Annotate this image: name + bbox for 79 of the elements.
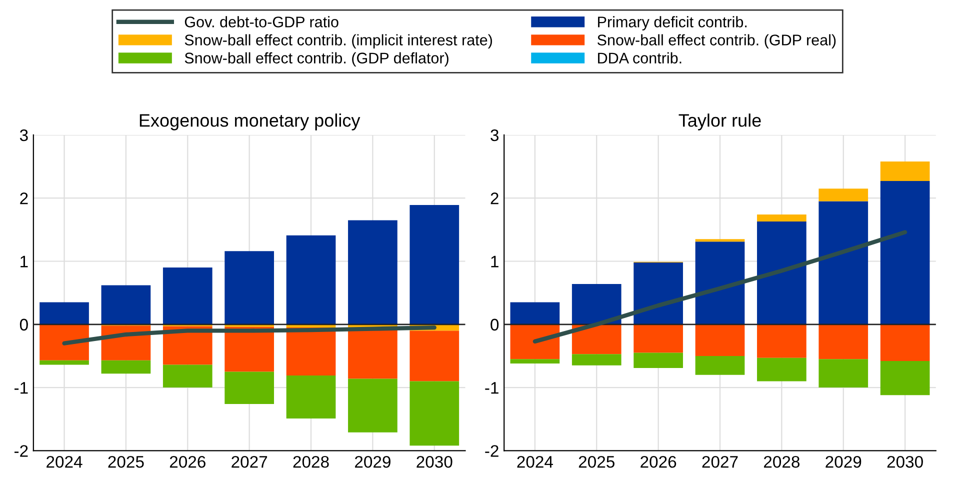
- legend-label: DDA contrib.: [598, 52, 682, 64]
- bar: [348, 220, 398, 324]
- bar: [818, 201, 868, 324]
- y-tick-label: 0: [20, 318, 28, 331]
- bar: [410, 205, 460, 324]
- y-tick-label: 3: [490, 129, 498, 142]
- bar: [286, 328, 336, 376]
- bar: [40, 325, 89, 360]
- bar: [818, 324, 868, 360]
- bar: [101, 285, 151, 324]
- bar: [880, 181, 930, 324]
- x-tick-label: 2026: [170, 456, 206, 468]
- x-tick-label: 2025: [108, 456, 144, 468]
- y-tick-label: 1: [491, 256, 498, 268]
- bar: [510, 302, 560, 324]
- legend-label: Snow-ball effect contrib. (GDP real): [598, 34, 836, 48]
- bar: [757, 221, 806, 324]
- bar: [757, 324, 806, 358]
- bar: [695, 356, 745, 375]
- bar: [101, 360, 151, 374]
- line-series: [62, 325, 436, 346]
- bar: [634, 352, 683, 368]
- x-tick-label: 2024: [517, 456, 553, 468]
- y-tick-label: -1: [485, 382, 498, 394]
- bar: [572, 324, 622, 354]
- x-tick-label: 2029: [355, 456, 390, 468]
- bar: [695, 324, 745, 356]
- x-tick-label: 2024: [46, 456, 82, 468]
- bar: [224, 372, 274, 404]
- line-series: [532, 230, 908, 344]
- bar: [348, 328, 398, 379]
- bar: [880, 161, 930, 182]
- bar: [410, 330, 460, 382]
- x-tick-label: 2027: [232, 456, 268, 468]
- bar: [572, 284, 622, 324]
- chart-title: Taylor rule: [678, 114, 761, 130]
- bar: [572, 354, 622, 366]
- bar: [880, 361, 930, 396]
- bar: [818, 359, 868, 388]
- y-tick-label: 2: [20, 192, 28, 204]
- legend-label: Snow-ball effect contrib. (GDP deflator): [184, 52, 448, 67]
- y-tick-label: 3: [20, 129, 28, 142]
- bar: [40, 302, 89, 324]
- bar: [695, 242, 745, 324]
- y-tick-label: 1: [20, 256, 28, 268]
- y-tick-label: -1: [14, 382, 28, 394]
- bar: [634, 324, 683, 353]
- bar: [695, 239, 745, 242]
- legend-label: Gov. debt-to-GDP ratio: [184, 16, 338, 28]
- y-tick-label: -2: [485, 445, 498, 457]
- y-tick-label: 2: [490, 192, 498, 204]
- x-tick-label: 2029: [826, 456, 862, 468]
- bar: [510, 324, 560, 360]
- x-tick-label: 2028: [293, 456, 329, 468]
- x-tick-label: 2030: [887, 456, 923, 468]
- x-tick-label: 2026: [640, 456, 676, 468]
- x-tick-label: 2027: [702, 456, 738, 468]
- bar: [757, 358, 806, 382]
- bar: [162, 268, 212, 324]
- x-tick-label: 2030: [416, 456, 452, 468]
- x-tick-label: 2025: [578, 456, 614, 468]
- chart-title: Exogenous monetary policy: [140, 114, 360, 130]
- x-tick-label: 2028: [764, 456, 800, 468]
- bar: [510, 359, 560, 364]
- bar: [634, 262, 683, 324]
- bar: [348, 378, 398, 432]
- bar: [224, 251, 274, 324]
- legend-label: Primary deficit contrib.: [598, 16, 747, 30]
- bar: [818, 188, 868, 202]
- bar: [286, 235, 336, 324]
- bar: [757, 214, 806, 222]
- y-tick-label: -2: [14, 445, 28, 457]
- bar: [40, 360, 89, 365]
- y-tick-label: 0: [490, 318, 499, 331]
- bar: [880, 324, 930, 362]
- legend-label: Snow-ball effect contrib. (implicit interest rate): [184, 34, 492, 48]
- bar: [286, 376, 336, 418]
- bar: [162, 364, 212, 388]
- bar: [410, 381, 460, 446]
